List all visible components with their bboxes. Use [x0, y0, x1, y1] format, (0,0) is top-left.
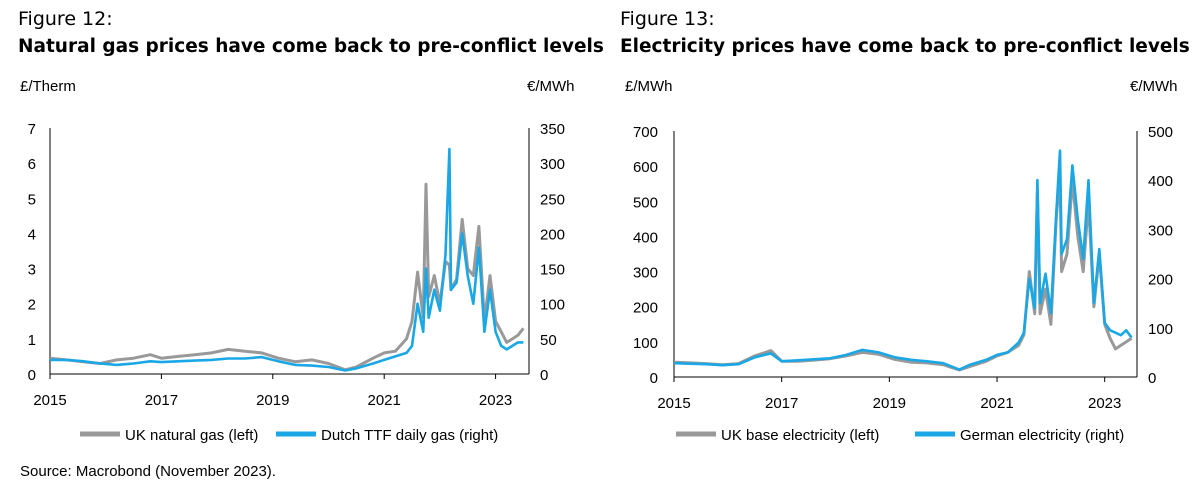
fig12-ytick-left: 0 — [28, 367, 36, 384]
figure-13-right-unit: €/MWh — [1130, 78, 1178, 95]
fig12-ytick-right: 200 — [540, 226, 565, 243]
fig13-ytick-right: 0 — [1148, 370, 1156, 387]
fig12-ytick-right: 300 — [540, 156, 565, 173]
fig12-ytick-left: 1 — [28, 332, 36, 349]
figure-12-right-unit: €/MWh — [527, 78, 575, 95]
figure-13-left-unit: £/MWh — [625, 78, 673, 95]
fig13-ytick-right: 500 — [1148, 124, 1173, 141]
fig13-ytick-left: 200 — [633, 300, 658, 317]
fig12-xtick-label: 2017 — [145, 392, 178, 409]
fig13-xtick-label: 2021 — [980, 395, 1013, 412]
fig13-ytick-right: 400 — [1148, 173, 1173, 190]
fig12-series-blue-line — [50, 147, 524, 372]
fig12-xtick-label: 2015 — [33, 392, 66, 409]
fig12-xtick-label: 2023 — [479, 392, 512, 409]
fig13-ytick-left: 0 — [650, 370, 658, 387]
fig12-ytick-right: 100 — [540, 297, 565, 314]
fig13-ytick-right: 100 — [1148, 321, 1173, 338]
fig12-ytick-right: 0 — [540, 367, 548, 384]
legend-label-german-electricity: German electricity (right) — [960, 427, 1124, 444]
fig12-ytick-right: 150 — [540, 262, 565, 279]
fig13-ytick-left: 100 — [633, 335, 658, 352]
legend-label-ttf: Dutch TTF daily gas (right) — [321, 427, 498, 444]
fig12-ytick-left: 6 — [28, 156, 36, 173]
fig13-xtick-label: 2015 — [657, 395, 690, 412]
fig13-ytick-left: 400 — [633, 229, 658, 246]
fig13-ytick-left: 300 — [633, 265, 658, 282]
fig13-xtick-label: 2023 — [1088, 395, 1121, 412]
figure-13-legend: UK base electricity (left) German electr… — [676, 427, 1124, 444]
fig13-xtick-label: 2019 — [873, 395, 906, 412]
fig13-ytick-right: 200 — [1148, 272, 1173, 289]
fig12-xtick-label: 2019 — [256, 392, 289, 409]
fig12-ytick-left: 3 — [28, 262, 36, 279]
figure-12-label: Figure 12: — [18, 8, 113, 30]
figure-12-legend: UK natural gas (left) Dutch TTF daily ga… — [80, 427, 498, 444]
legend-label-uk-gas: UK natural gas (left) — [125, 427, 258, 444]
fig12-ytick-right: 250 — [540, 191, 565, 208]
fig12-ytick-right: 350 — [540, 121, 565, 138]
fig13-series-grey-line — [673, 171, 1133, 372]
fig12-xtick-label: 2021 — [367, 392, 400, 409]
figure-12-left-unit: £/Therm — [20, 78, 76, 95]
figure-12-title: Natural gas prices have come back to pre… — [18, 36, 604, 57]
fig13-ytick-left: 600 — [633, 159, 658, 176]
fig13-series-blue-line — [673, 149, 1133, 371]
figure-13-title: Electricity prices have come back to pre… — [620, 36, 1190, 57]
fig13-ytick-right: 300 — [1148, 222, 1173, 239]
fig13-xtick-label: 2017 — [765, 395, 798, 412]
fig12-ytick-left: 7 — [28, 121, 36, 138]
figure-13-label: Figure 13: — [620, 8, 715, 30]
fig13-ytick-left: 500 — [633, 194, 658, 211]
legend-label-uk-electricity: UK base electricity (left) — [721, 427, 879, 444]
fig13-ytick-left: 700 — [633, 124, 658, 141]
source-note: Source: Macrobond (November 2023). — [20, 463, 276, 480]
fig12-ytick-left: 2 — [28, 297, 36, 314]
fig12-ytick-right: 50 — [540, 332, 557, 349]
fig12-ytick-left: 5 — [28, 191, 36, 208]
fig12-ytick-left: 4 — [28, 226, 36, 243]
